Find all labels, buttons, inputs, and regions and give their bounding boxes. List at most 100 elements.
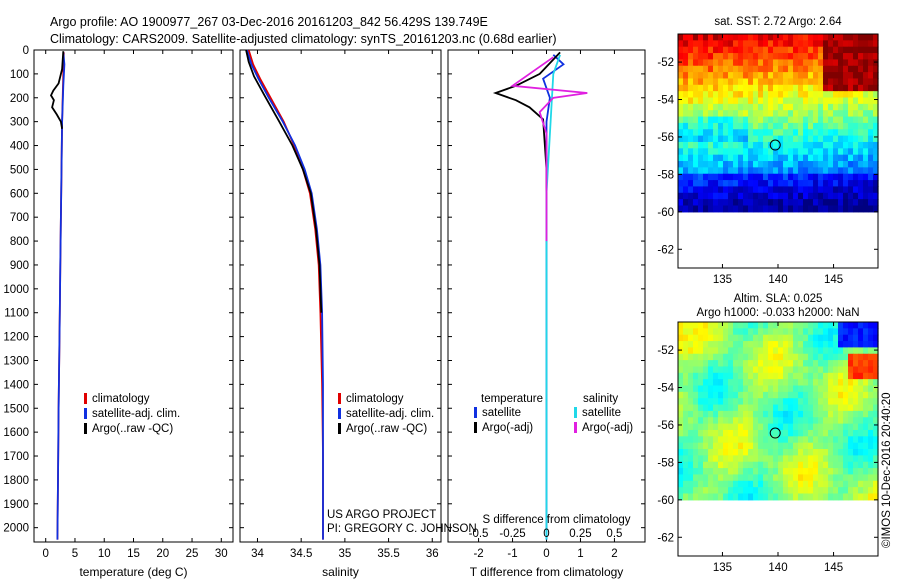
sla-map-cell [803, 410, 809, 418]
sla-map-cell [818, 322, 824, 329]
sla-map-cell [743, 480, 749, 488]
sst-map-cell [793, 65, 799, 73]
sla-map-cell [853, 474, 859, 482]
sst-map-cell [688, 129, 694, 137]
sst-map-cell [713, 129, 719, 137]
sla-map-cell [743, 322, 749, 329]
sla-map-cell [688, 487, 694, 495]
sla-map-cell [793, 347, 799, 355]
sst-map-cell [728, 40, 734, 48]
sst-map-cell [748, 78, 754, 86]
sla-map-cell [723, 391, 729, 399]
sla-map-cell [848, 322, 854, 329]
sst-map-cell [798, 122, 804, 130]
sla-map-cell [853, 366, 859, 374]
sla-map-cell [848, 398, 854, 406]
sla-map-cell [763, 449, 769, 456]
sla-map-cell [678, 328, 684, 336]
sla-map-cell [698, 487, 704, 495]
sla-map-cell [773, 423, 779, 431]
sst-map-cell [818, 97, 824, 105]
sst-map-cell [713, 84, 719, 92]
sst-map-cell [733, 59, 739, 67]
sst-map-cell [698, 103, 704, 111]
sst-map-cell [713, 154, 719, 162]
sla-map-cell [798, 328, 804, 336]
sst-map-cell [848, 116, 854, 124]
sst-map-cell [793, 180, 799, 188]
sla-map-cell [718, 372, 724, 380]
sst-map-cell [783, 135, 789, 143]
sst-map-cell [678, 129, 684, 137]
sst-map-cell [788, 46, 794, 54]
sst-map-cell [683, 199, 689, 207]
sst-map-cell [828, 122, 834, 130]
sla-map-cell [778, 322, 784, 329]
sla-map-cell [763, 404, 769, 412]
sla-map-cell [833, 474, 839, 482]
sla-map-cell [733, 334, 739, 342]
sla-map-cell [728, 379, 734, 387]
sla-map-cell [818, 379, 824, 387]
sst-map-cell [743, 161, 749, 168]
sla-map-cell [788, 410, 794, 418]
sla-map-cell [813, 429, 819, 437]
sst-map-cell [868, 186, 874, 194]
sst-map-cell [683, 173, 689, 181]
sla-map-cell [823, 449, 829, 456]
sla-map-cell [818, 404, 824, 412]
sst-map-cell [713, 40, 719, 48]
sla-map-cell [783, 442, 789, 450]
sst-map-cell [788, 161, 794, 168]
sla-map-cell [803, 493, 809, 501]
sst-map-cell [778, 46, 784, 54]
sla-map-cell [818, 372, 824, 380]
sla-map-cell [733, 480, 739, 488]
sst-map-cell [788, 154, 794, 162]
sst-map-cell [828, 91, 834, 99]
sst-map-cell [838, 46, 844, 54]
sst-map-cell [808, 110, 814, 118]
sst-map-cell [863, 97, 869, 105]
sst-map-cell [753, 53, 759, 60]
sst-map-cell [763, 97, 769, 105]
sla-map-cell [713, 493, 719, 501]
sla-map-cell [838, 360, 844, 368]
sst-map-cell [708, 97, 714, 105]
sst-map-cell [828, 65, 834, 73]
sla-map-cell [693, 404, 699, 412]
sla-map-cell [798, 442, 804, 450]
sst-map-cell [778, 205, 784, 213]
sla-map-cell [783, 493, 789, 501]
sla-map-cell [853, 334, 859, 342]
sst-map-cell [778, 59, 784, 67]
sla-map-cell [818, 480, 824, 488]
sla-map-cell [823, 385, 829, 393]
sst-map-cell [683, 59, 689, 67]
sst-map-cell [708, 154, 714, 162]
sla-map-cell [868, 410, 874, 418]
sla-map-cell [853, 404, 859, 412]
sla-map-cell [703, 341, 709, 348]
sst-map-cell [808, 65, 814, 73]
project-name: US ARGO PROJECT [327, 509, 436, 521]
sst-map-cell [683, 205, 689, 213]
sla-map-cell [803, 423, 809, 431]
sst-map-cell [863, 167, 869, 175]
sst-map-cell [783, 59, 789, 67]
sla-map-cell [693, 493, 699, 501]
sst-map-cell [838, 65, 844, 73]
sla-map-cell [873, 449, 879, 456]
sla-map-cell [708, 487, 714, 495]
sla-map-cell [798, 391, 804, 399]
sla-map-cell [778, 461, 784, 469]
sst-map-cell [728, 167, 734, 175]
sst-map-cell [708, 59, 714, 67]
sst-map-cell [793, 173, 799, 181]
sst-map-cell [753, 110, 759, 118]
sst-map-cell [763, 167, 769, 175]
sla-map-cell [833, 461, 839, 469]
sst-map-cell [768, 186, 774, 194]
sst-map-cell [768, 205, 774, 213]
sla-map-cell [733, 347, 739, 355]
